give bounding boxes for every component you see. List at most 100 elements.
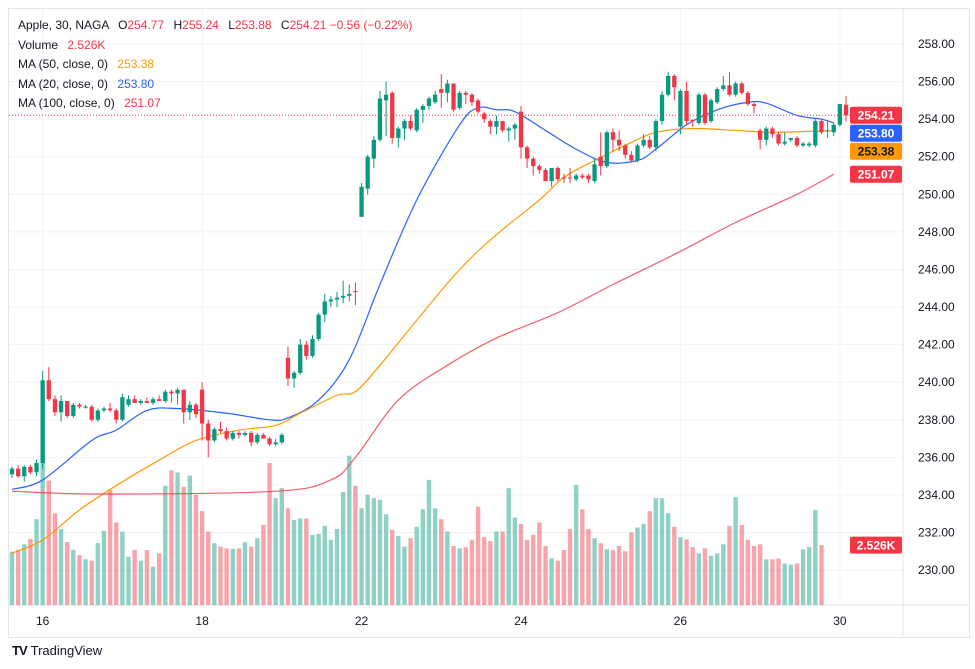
candle-down [169,391,174,394]
candle-down [261,434,266,439]
tradingview-logo-icon: TV [12,643,28,658]
volume-bar [604,549,610,605]
candle-up [721,85,726,90]
ma50-value: 253.38 [117,57,155,71]
ma20-label: MA (20, close, 0) [18,76,109,91]
ma-line [11,100,834,490]
volume-bar [58,528,64,605]
symbol-title[interactable]: Apple, 30, NAGA [18,18,109,32]
volume-bar [420,509,426,605]
open-value: 254.77 [127,18,165,32]
candle-up [800,143,806,146]
price-label-bg [850,124,902,142]
volume-bar [500,531,505,605]
candle-up [316,314,321,340]
volume-bar [733,497,738,605]
x-tick-label: 30 [833,614,847,628]
volume-bar [439,519,444,605]
candle-up [506,128,511,131]
candle-down [702,94,708,123]
volume-bar [481,537,487,605]
candle-up [95,410,100,420]
candle-down [65,401,70,417]
candle-up [126,399,131,405]
candle-up [414,109,419,131]
candle-up [426,98,432,107]
candle-up [187,404,192,413]
candle-up [831,124,836,133]
candle-up [212,429,217,441]
y-tick-label: 234.00 [918,488,955,502]
volume-label: Volume [18,37,59,52]
high-label: H [173,18,183,32]
volume-bar [463,547,469,605]
volume-bar [144,550,150,605]
candle-down [218,429,223,432]
candle-down [488,121,493,127]
candle-down [408,121,413,129]
volume-bar [506,488,511,605]
volume-bar [721,544,726,605]
legend-ma50[interactable]: MA (50, close, 0) 253.38 [18,55,412,75]
volume-bar [353,485,358,605]
volume-bar [739,524,744,605]
volume-bar [89,560,94,605]
candle-up [549,168,554,182]
volume-bar [580,509,585,605]
candle-up [592,164,597,182]
legend-volume[interactable]: Volume 2.526K [18,36,412,56]
candle-down [89,406,94,420]
candle-down [107,408,113,411]
candle-up [641,139,646,146]
volume-bar [629,532,634,605]
candle-down [224,431,229,439]
y-tick-label: 250.00 [918,187,955,201]
volume-bar [469,539,475,605]
candle-down [439,89,444,93]
legend-ma20[interactable]: MA (20, close, 0) 253.80 [18,75,412,95]
ma100-label: MA (100, close, 0) [18,96,115,110]
y-tick-label: 256.00 [918,75,955,89]
price-label-bg [850,106,902,124]
legend-ma100[interactable]: MA (100, close, 0) 251.07 [18,94,412,114]
candle-up [242,432,248,435]
candle-down [518,111,524,148]
candle-up [120,397,125,420]
candle-up [255,434,260,443]
volume-bar [396,535,401,605]
candle-down [567,177,573,179]
candle-down [623,145,628,155]
volume-bar [616,545,622,605]
candle-down [77,404,82,407]
candle-down [353,291,358,293]
low-label: L [228,18,235,32]
volume-bar [653,498,659,605]
candle-down [524,147,530,159]
low-value: 253.88 [234,18,272,32]
candle-up [347,293,352,296]
volume-bar [310,534,315,605]
candle-up [653,121,659,148]
volume-bar [383,514,389,605]
ma100-value: 251.07 [124,96,161,110]
price-label: 253.80 [858,127,895,141]
volume-bar [120,531,125,605]
volume-bar [175,472,180,605]
candle-down [531,158,536,167]
volume-bar [328,539,334,605]
volume-bar [641,523,646,605]
tradingview-brand[interactable]: TV TradingView [12,643,102,658]
candle-down [500,121,505,131]
volume-bar [659,498,665,605]
volume-bar [708,555,714,605]
volume-bar [702,548,708,605]
candle-up [604,132,609,167]
candle-up [150,399,156,403]
candle-down [843,104,849,116]
y-tick-label: 244.00 [918,300,955,314]
volume-bar [212,543,217,605]
volume-bar [224,548,229,605]
volume-bar [684,539,689,605]
volume-bar [107,489,113,605]
